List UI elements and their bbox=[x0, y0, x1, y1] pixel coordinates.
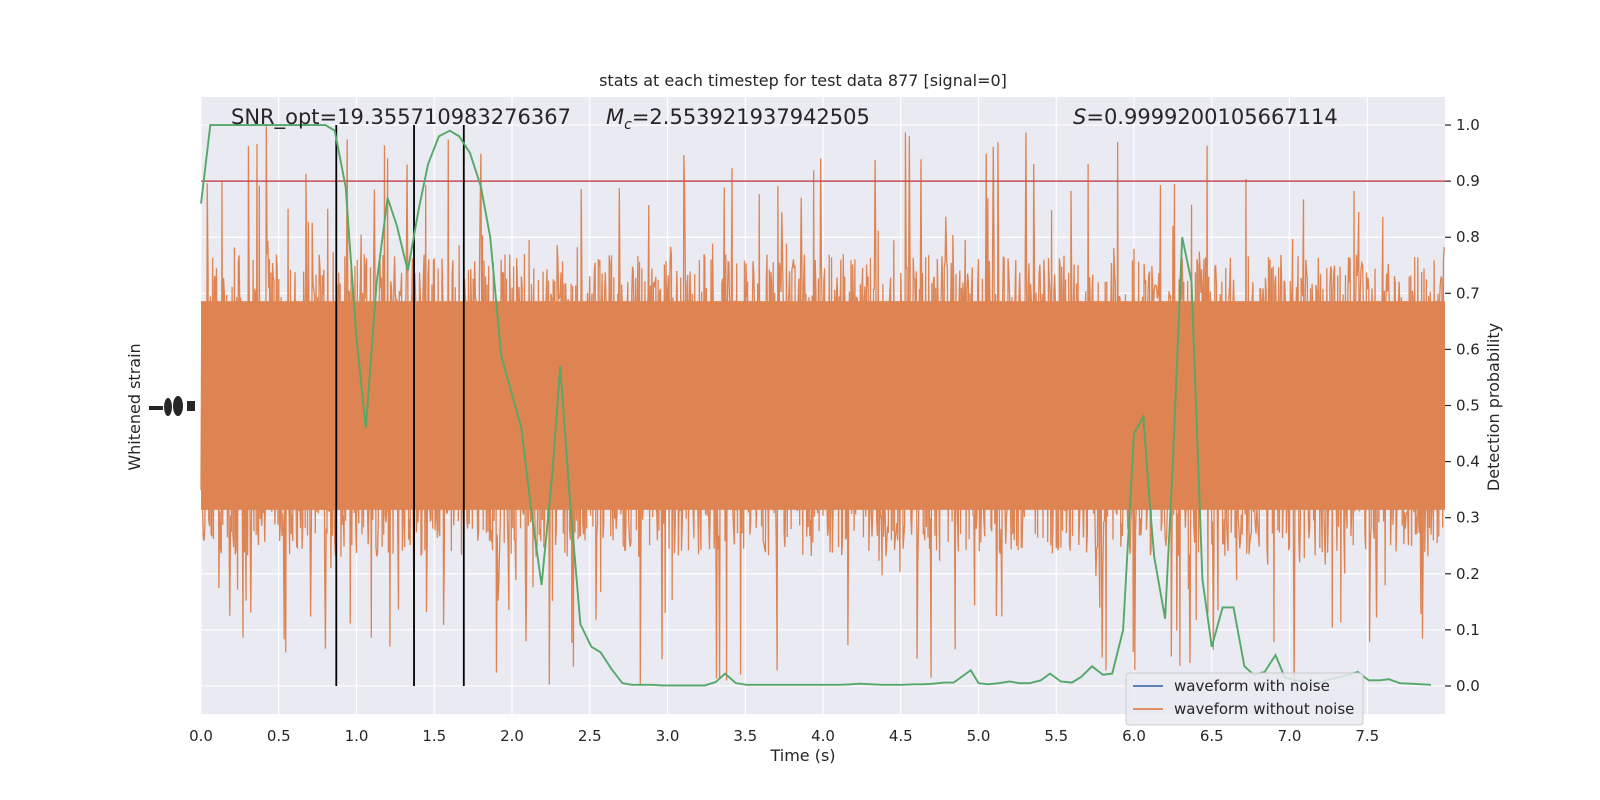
x-tick-label: 6.0 bbox=[1122, 727, 1146, 745]
y-tick-label: 0.9 bbox=[1456, 172, 1480, 190]
y-tick-label: 1.0 bbox=[1456, 116, 1480, 134]
x-tick-label: 0.0 bbox=[189, 727, 213, 745]
legend: waveform with noise waveform without noi… bbox=[1125, 672, 1364, 726]
x-tick-label: 6.5 bbox=[1200, 727, 1224, 745]
detection-probability-line bbox=[200, 124, 1432, 687]
x-tick-label: 4.0 bbox=[811, 727, 835, 745]
y-tick-label: 0.3 bbox=[1456, 509, 1480, 527]
x-tick-label: 7.0 bbox=[1278, 727, 1302, 745]
y-tick-label: 0.4 bbox=[1456, 453, 1480, 471]
y-axis-right-ticks: 0.0 0.1 0.2 0.3 0.4 0.5 0.6 0.7 0.8 0.9 1.0 bbox=[1445, 116, 1480, 695]
y-tick-label: 0.5 bbox=[1456, 397, 1480, 415]
x-tick-label: 4.5 bbox=[889, 727, 913, 745]
x-tick-label: 7.5 bbox=[1355, 727, 1379, 745]
x-axis-label: Time (s) bbox=[769, 746, 835, 765]
score-symbol: S bbox=[1073, 105, 1086, 129]
y-tick-label: 0.6 bbox=[1456, 340, 1480, 358]
x-tick-label: 3.5 bbox=[733, 727, 757, 745]
legend-label-with-noise: waveform with noise bbox=[1174, 677, 1330, 695]
y-tick-label: 0.8 bbox=[1456, 228, 1480, 246]
left-axis-collapsed-tick-labels bbox=[149, 396, 195, 416]
legend-label-without-noise: waveform without noise bbox=[1174, 700, 1354, 718]
x-tick-label: 0.5 bbox=[267, 727, 291, 745]
x-tick-label: 2.5 bbox=[578, 727, 602, 745]
x-tick-label: 2.0 bbox=[500, 727, 524, 745]
chirp-mass-subscript: c bbox=[624, 117, 632, 133]
score-value: =0.9999200105667114 bbox=[1086, 105, 1337, 129]
x-tick-label: 3.0 bbox=[656, 727, 680, 745]
vertical-marker-lines bbox=[335, 125, 465, 686]
x-tick-label: 1.0 bbox=[345, 727, 369, 745]
strain-dense-band bbox=[201, 301, 1445, 510]
y-axis-left-label: Whitened strain bbox=[125, 343, 144, 470]
chirp-mass-annotation: Mc=2.553921937942505 bbox=[606, 105, 870, 133]
y-tick-label: 0.2 bbox=[1456, 565, 1480, 583]
chart-title: stats at each timestep for test data 877… bbox=[599, 71, 1007, 90]
chirp-mass-value: =2.553921937942505 bbox=[632, 105, 870, 129]
legend-box bbox=[1125, 672, 1364, 726]
strain-series-without-noise bbox=[200, 125, 1445, 686]
y-tick-label: 0.1 bbox=[1456, 621, 1480, 639]
snr-annotation: SNR_opt=19.355710983276367 bbox=[231, 105, 571, 130]
x-axis-ticks: 0.0 0.5 1.0 1.5 2.0 2.5 3.0 3.5 4.0 4.5 5.0 5.5 6.0 6… bbox=[189, 727, 1379, 745]
chirp-mass-symbol: M bbox=[606, 105, 624, 129]
x-tick-label: 5.0 bbox=[967, 727, 991, 745]
y-tick-label: 0.0 bbox=[1456, 677, 1480, 695]
x-tick-label: 1.5 bbox=[422, 727, 446, 745]
score-annotation: S=0.9999200105667114 bbox=[1073, 105, 1338, 129]
y-axis-right-label: Detection probability bbox=[1484, 323, 1503, 491]
x-tick-label: 5.5 bbox=[1044, 727, 1068, 745]
y-tick-label: 0.7 bbox=[1456, 284, 1480, 302]
